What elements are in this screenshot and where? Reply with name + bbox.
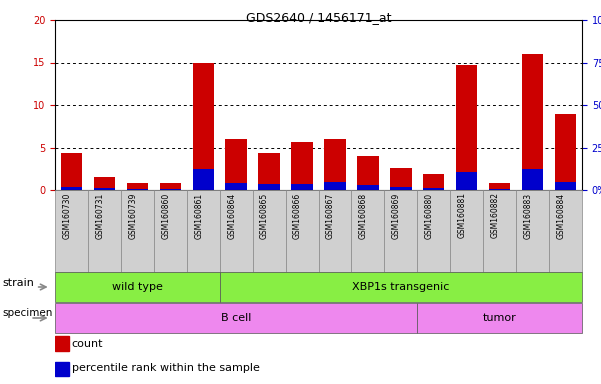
Bar (121, 190, 154, 272)
Text: GSM160866: GSM160866 (293, 192, 302, 239)
Bar (220, 190, 252, 272)
Bar (187, 190, 220, 272)
Text: GSM160739: GSM160739 (129, 192, 138, 239)
Text: GSM160883: GSM160883 (523, 192, 532, 238)
Bar (417, 190, 450, 272)
Text: GSM160861: GSM160861 (194, 192, 203, 238)
Bar (88, 190, 121, 272)
Bar (483, 190, 516, 272)
Bar (549, 190, 582, 272)
Bar (61, 152, 82, 190)
Text: GDS2640 / 1456171_at: GDS2640 / 1456171_at (246, 12, 391, 25)
Bar (456, 65, 477, 190)
Text: B cell: B cell (221, 313, 251, 323)
Bar (220, 272, 582, 302)
Bar (319, 190, 352, 272)
Text: GSM160864: GSM160864 (227, 192, 236, 239)
Bar (55, 362, 70, 376)
Bar (291, 184, 313, 190)
Bar (94, 188, 115, 190)
Bar (516, 190, 549, 272)
Text: GSM160868: GSM160868 (359, 192, 368, 238)
Bar (555, 182, 576, 190)
Bar (252, 190, 285, 272)
Bar (55, 272, 220, 302)
Bar (352, 190, 385, 272)
Text: GSM160881: GSM160881 (458, 192, 467, 238)
Bar (456, 172, 477, 190)
Bar (94, 177, 115, 190)
Bar (154, 190, 187, 272)
Bar (285, 190, 319, 272)
Bar (127, 183, 148, 190)
Bar (291, 142, 313, 190)
Bar (489, 189, 510, 190)
Bar (450, 190, 483, 272)
Text: tumor: tumor (483, 313, 516, 323)
Text: count: count (72, 339, 103, 349)
Bar (385, 190, 417, 272)
Text: GSM160865: GSM160865 (260, 192, 269, 239)
Text: GSM160730: GSM160730 (63, 192, 72, 239)
Bar (357, 185, 379, 190)
Bar (55, 190, 88, 272)
Bar (423, 174, 445, 190)
Bar (390, 168, 412, 190)
Bar (258, 184, 280, 190)
Text: GSM160884: GSM160884 (557, 192, 566, 238)
Bar (522, 169, 543, 190)
Bar (325, 182, 346, 190)
Text: GSM160869: GSM160869 (392, 192, 401, 239)
Text: GSM160860: GSM160860 (161, 192, 170, 239)
Text: GSM160880: GSM160880 (425, 192, 434, 238)
Bar (325, 139, 346, 190)
Bar (225, 139, 247, 190)
Bar (258, 154, 280, 190)
Bar (489, 183, 510, 190)
Bar (192, 63, 214, 190)
Bar (522, 54, 543, 190)
Bar (225, 183, 247, 190)
Text: GSM160882: GSM160882 (490, 192, 499, 238)
Text: percentile rank within the sample: percentile rank within the sample (72, 363, 260, 373)
Bar (61, 187, 82, 190)
Text: strain: strain (3, 278, 35, 288)
Bar (417, 303, 582, 333)
Bar (55, 336, 70, 351)
Bar (423, 188, 445, 190)
Text: specimen: specimen (3, 308, 53, 318)
Bar (390, 187, 412, 190)
Bar (127, 189, 148, 190)
Text: GSM160731: GSM160731 (96, 192, 105, 239)
Bar (357, 156, 379, 190)
Text: XBP1s transgenic: XBP1s transgenic (352, 282, 450, 292)
Text: wild type: wild type (112, 282, 163, 292)
Bar (160, 183, 181, 190)
Text: GSM160867: GSM160867 (326, 192, 335, 239)
Bar (160, 189, 181, 190)
Bar (555, 114, 576, 190)
Bar (55, 303, 417, 333)
Bar (192, 169, 214, 190)
